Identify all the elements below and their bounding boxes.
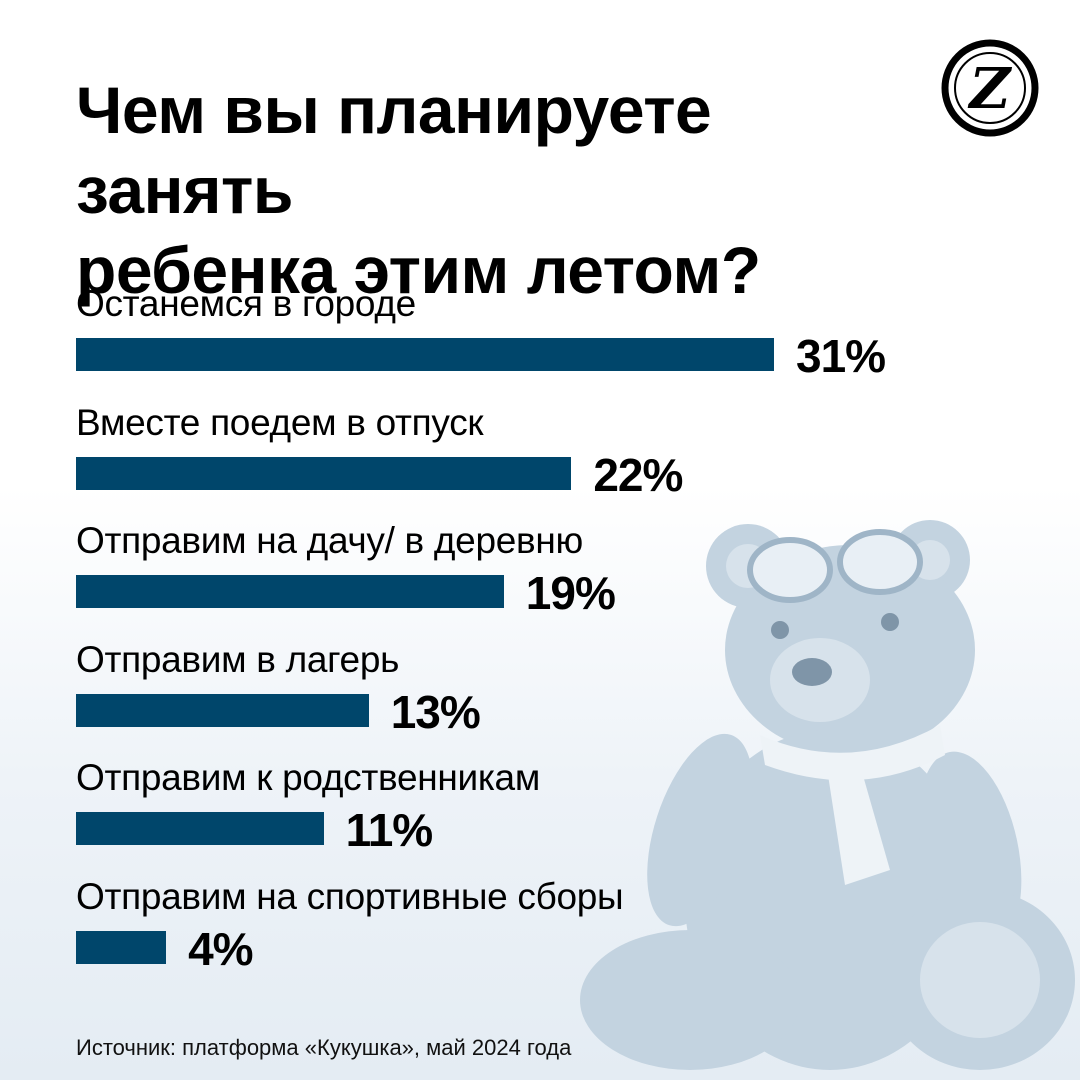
publication-logo-icon: Z — [941, 39, 1039, 137]
value-label: 22% — [593, 448, 683, 501]
bar — [76, 931, 167, 964]
category-label: Останемся в городе — [76, 283, 416, 324]
value-label: 11% — [345, 804, 434, 857]
category-label: Отправим на дачу/ в деревню — [76, 520, 583, 562]
category-label: Отправим на спортивные сборы — [76, 876, 624, 917]
category-label: Отправим к родственникам — [76, 757, 540, 799]
bar — [76, 693, 369, 727]
value-label: 31% — [796, 330, 886, 382]
chart-title-line-1: Чем вы планируете занять — [76, 73, 712, 227]
category-label: Вместе поедем в отпуск — [76, 401, 484, 443]
chart-title-line-2: ребенка этим летом? — [76, 233, 761, 307]
value-label: 13% — [390, 685, 481, 738]
bar — [76, 338, 774, 371]
value-label: 19% — [525, 567, 616, 620]
bar — [76, 456, 572, 490]
teddy-bear-illustration — [580, 520, 1075, 1070]
source-note: Источник: платформа «Кукушка», май 2024 … — [76, 1035, 572, 1060]
logo-letter: Z — [968, 56, 1013, 122]
category-label: Отправим в лагерь — [76, 638, 400, 680]
bar — [76, 575, 504, 609]
chart-title: Чем вы планируете занять ребенка этим ле… — [76, 70, 936, 310]
value-label: 4% — [188, 923, 253, 975]
bar — [76, 812, 324, 846]
